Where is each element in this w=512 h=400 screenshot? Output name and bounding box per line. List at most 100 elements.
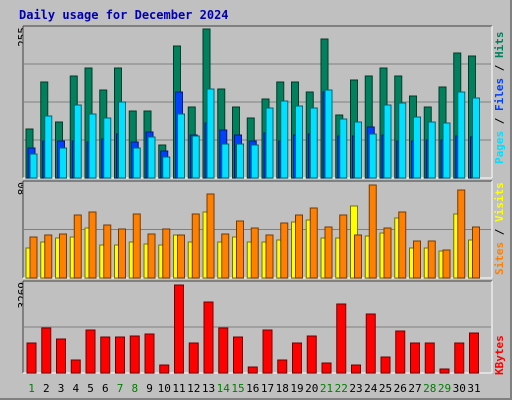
top-legend: Pages / Files / Hits: [493, 32, 506, 165]
kbytes-bar: [70, 359, 81, 374]
kbytes-bar: [380, 356, 391, 374]
kbytes-bar: [277, 359, 288, 374]
sites-bar: [177, 234, 185, 279]
day-label: 21: [320, 382, 333, 395]
kbytes-bar: [56, 338, 66, 374]
day-label: 14: [217, 382, 231, 395]
kbytes-bar: [100, 336, 111, 374]
kbytes-bar: [233, 336, 243, 374]
day-label: 29: [438, 382, 451, 395]
sites-bar: [280, 222, 289, 279]
kbytes-bar: [26, 342, 37, 374]
pages-bar: [368, 133, 377, 179]
middle-legend: Sites / Visits: [493, 182, 506, 275]
sites-bar: [427, 240, 436, 279]
pages-bar: [206, 88, 215, 179]
kbytes-bar: [144, 333, 155, 374]
pages-bar: [250, 144, 259, 179]
day-label: 23: [349, 382, 362, 395]
kbytes-bar: [292, 342, 302, 374]
day-label: 15: [231, 382, 244, 395]
pages-bar: [383, 104, 392, 179]
legend-separator: /: [493, 222, 506, 242]
pages-bar: [354, 121, 362, 179]
legend-visits: Visits: [493, 182, 506, 222]
day-label: 28: [423, 382, 436, 395]
sites-bar: [73, 214, 82, 279]
pages-bar: [118, 101, 126, 179]
day-label: 3: [58, 382, 65, 395]
sites-bar: [442, 249, 451, 279]
kbytes-bar: [321, 362, 332, 374]
pages-bar: [221, 143, 230, 179]
day-label: 1: [28, 382, 35, 395]
day-label: 26: [394, 382, 407, 395]
day-label: 6: [102, 382, 109, 395]
sites-bar: [59, 233, 67, 279]
pages-bar: [413, 116, 421, 179]
pages-bar: [59, 147, 67, 179]
pages-bar: [162, 156, 171, 179]
legend-separator: /: [493, 111, 506, 131]
day-label: 13: [202, 382, 215, 395]
sites-bar: [324, 226, 333, 279]
kbytes-bar: [336, 303, 347, 374]
sites-bar: [250, 227, 259, 279]
pages-bar: [280, 100, 289, 179]
day-label: 5: [87, 382, 94, 395]
kbytes-bar: [454, 342, 465, 374]
day-label: 16: [246, 382, 259, 395]
kbytes-bar: [218, 327, 229, 374]
pages-bar: [309, 107, 318, 179]
sites-bar: [162, 228, 171, 279]
sites-bar: [383, 227, 392, 279]
day-label: 19: [290, 382, 303, 395]
pages-bar: [103, 117, 112, 179]
sites-bar: [368, 184, 377, 279]
legend-pages: Pages: [493, 131, 506, 164]
pages-bar: [73, 104, 82, 179]
kbytes-bar: [129, 335, 140, 374]
day-label: 27: [408, 382, 421, 395]
pages-bar: [442, 122, 451, 179]
bottom-legend: KBytes: [493, 335, 506, 375]
kbytes-bar: [188, 342, 199, 374]
day-label: 11: [172, 382, 185, 395]
kbytes-bar: [351, 364, 361, 374]
day-label: 17: [261, 382, 274, 395]
day-label: 30: [453, 382, 466, 395]
sites-bar: [88, 211, 97, 279]
pages-bar: [147, 136, 156, 179]
legend-separator: /: [493, 58, 506, 78]
day-label: 9: [146, 382, 153, 395]
sites-bar: [191, 213, 200, 279]
sites-bar: [413, 240, 421, 279]
kbytes-bar: [159, 364, 170, 374]
pages-bar: [29, 153, 38, 179]
day-label: 20: [305, 382, 318, 395]
pages-bar: [132, 147, 141, 179]
pages-bar: [44, 115, 53, 179]
day-label: 7: [117, 382, 124, 395]
pages-bar: [324, 89, 333, 179]
sites-bar: [398, 211, 407, 279]
sites-bar: [103, 224, 112, 279]
day-label: 10: [158, 382, 171, 395]
kbytes-bar: [174, 284, 184, 374]
kbytes-bar: [203, 301, 214, 374]
pages-bar: [295, 105, 303, 179]
day-label: 8: [131, 382, 138, 395]
kbytes-bar: [85, 329, 96, 374]
kbytes-bar: [424, 342, 435, 374]
kbytes-bar: [439, 368, 450, 374]
bottom-legend-text: KBytes: [493, 335, 506, 375]
day-label: 12: [187, 382, 200, 395]
kbytes-bar: [115, 336, 125, 374]
sites-bar: [295, 214, 303, 279]
pages-bar: [88, 113, 97, 179]
day-label: 24: [364, 382, 378, 395]
day-label: 31: [467, 382, 480, 395]
sites-bar: [309, 207, 318, 279]
pages-bar: [339, 118, 348, 179]
